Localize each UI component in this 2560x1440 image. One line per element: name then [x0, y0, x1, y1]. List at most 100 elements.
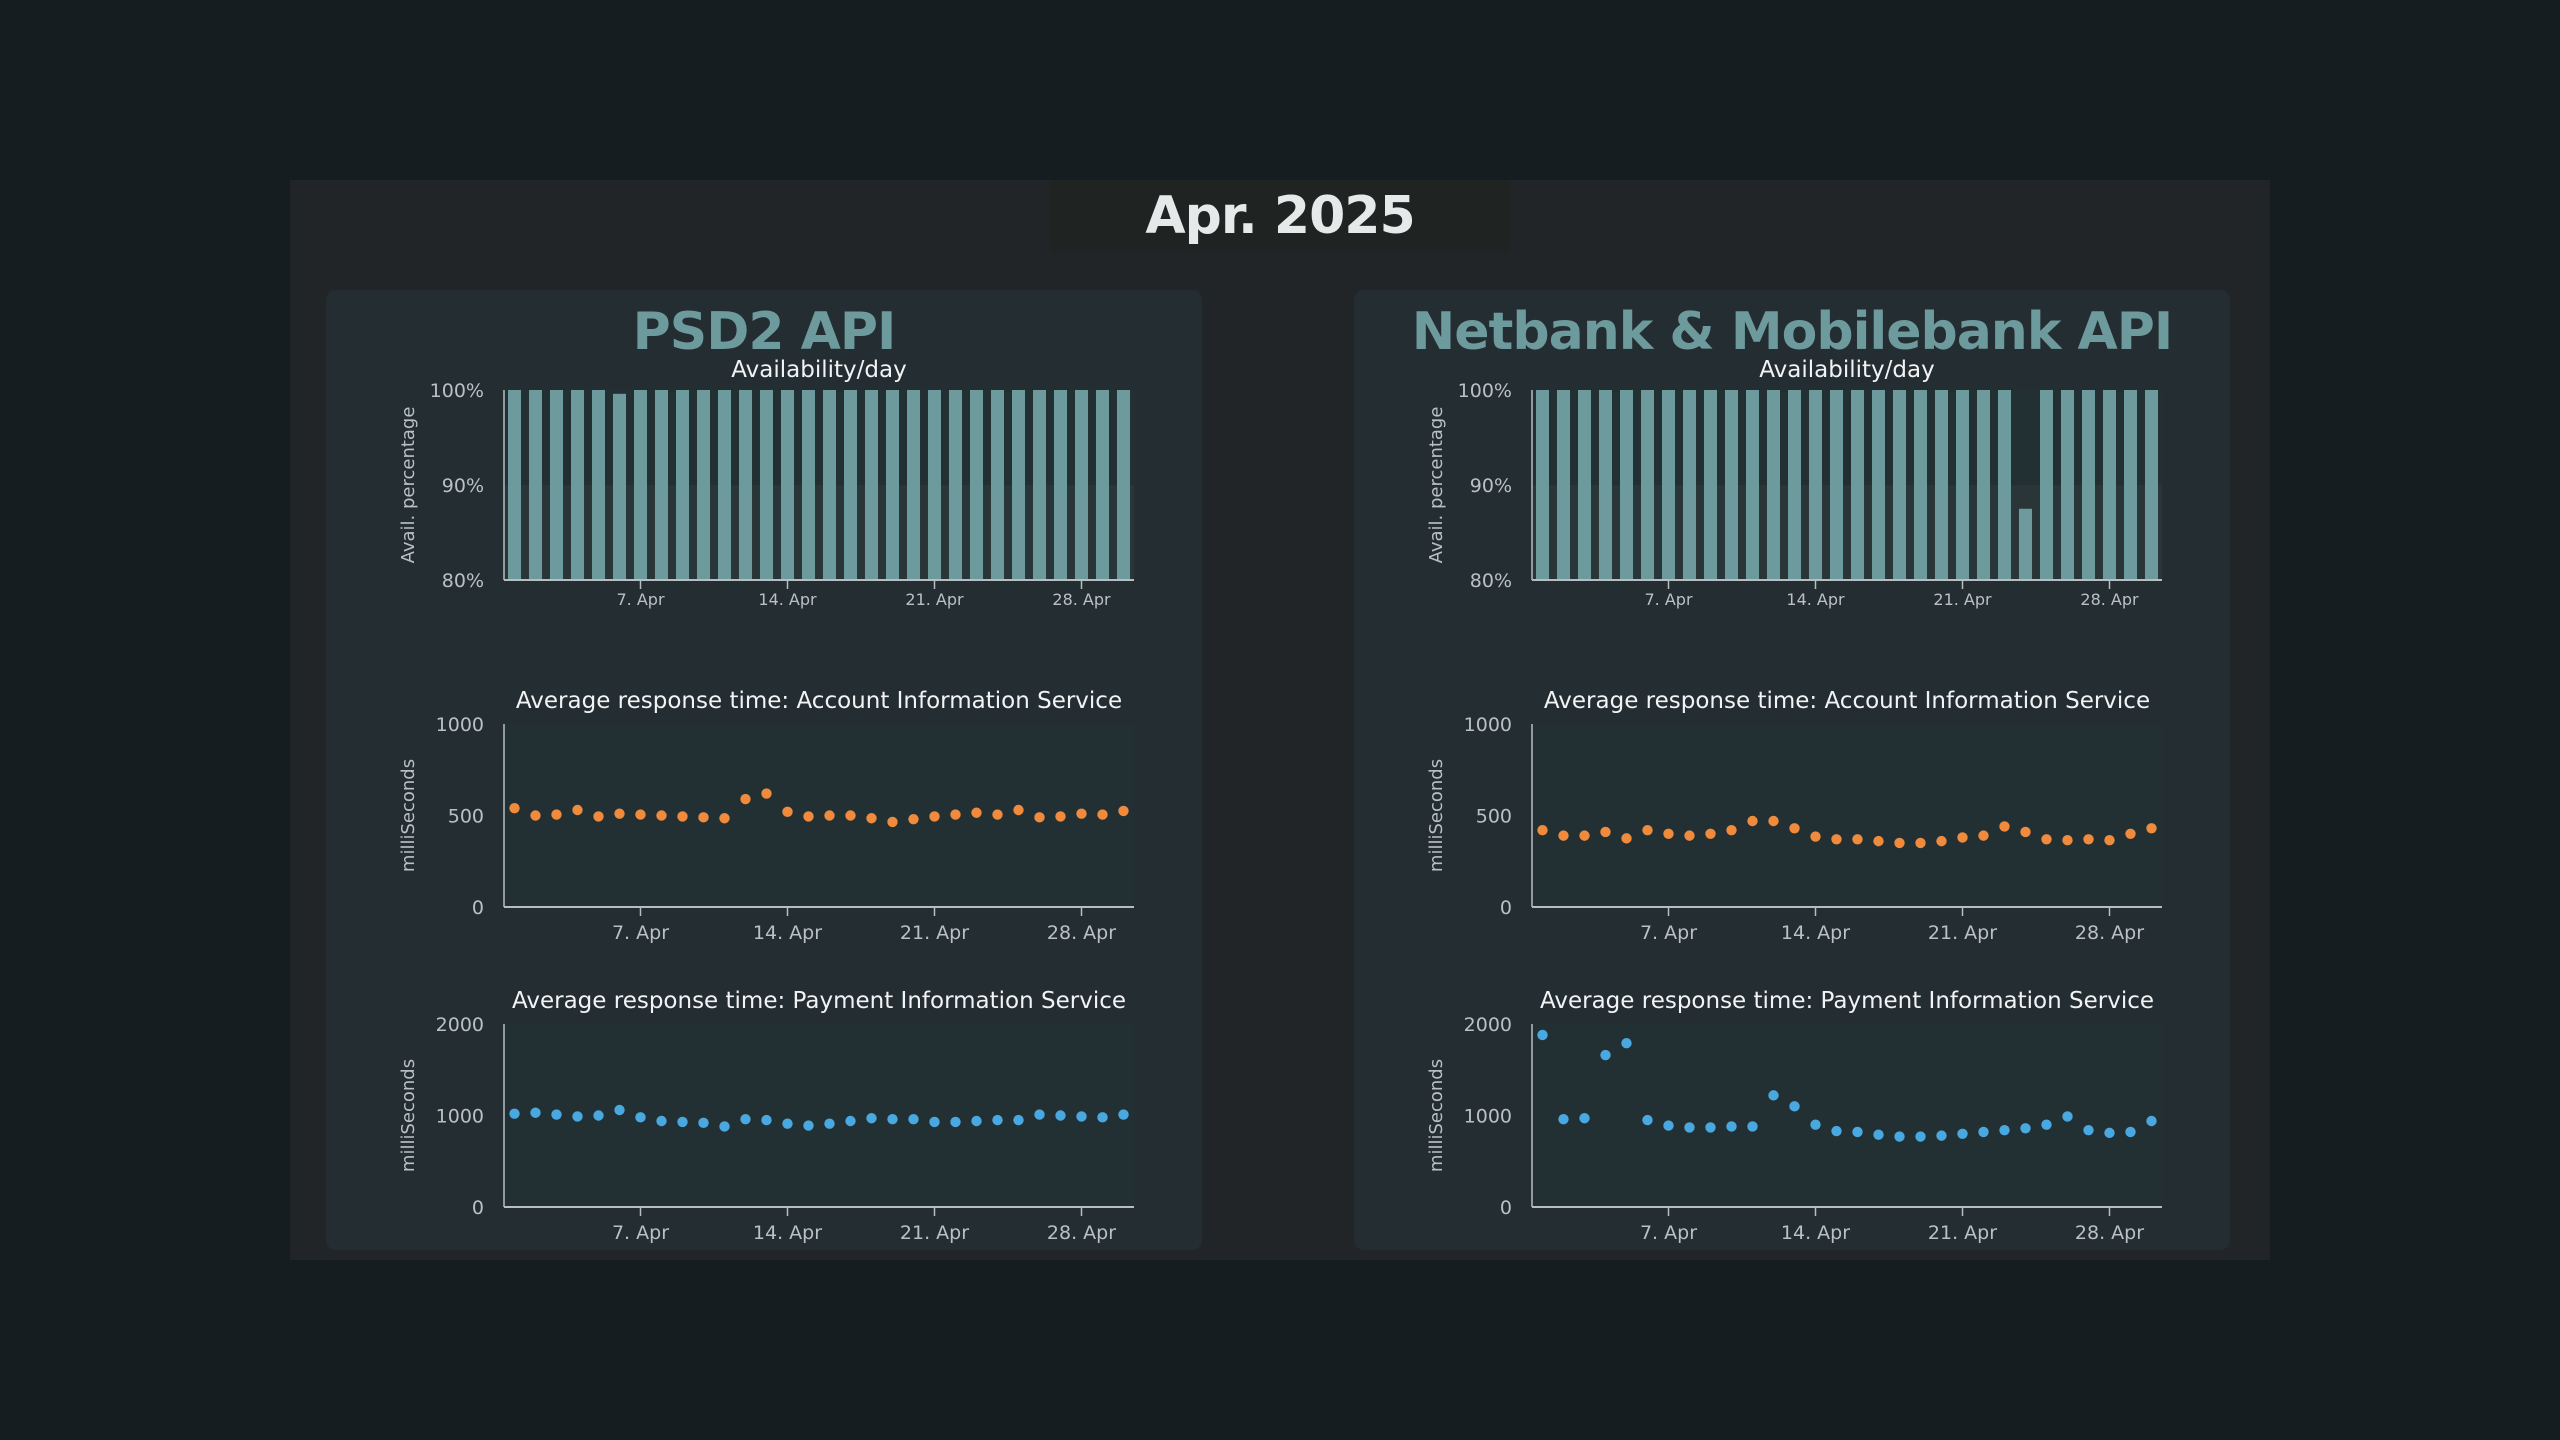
- point-day-12: [740, 1113, 751, 1125]
- x-tick-label: 21. Apr: [900, 922, 969, 944]
- point-day-6: [614, 808, 625, 819]
- chart-title: Average response time: Payment Informati…: [1540, 988, 2154, 1014]
- y-axis-label: milliSeconds: [398, 759, 419, 872]
- y-axis-label: milliSeconds: [398, 1059, 419, 1172]
- y-axis-label: milliSeconds: [1426, 759, 1447, 872]
- bar-day-13: [759, 390, 774, 580]
- plot-area: [504, 724, 1134, 907]
- point-day-27: [2083, 834, 2094, 845]
- chart-title: Average response time: Payment Informati…: [512, 988, 1126, 1014]
- point-day-10: [698, 812, 709, 823]
- point-day-21: [929, 811, 940, 822]
- point-day-24: [992, 809, 1003, 820]
- point-day-15: [1831, 1125, 1842, 1137]
- point-day-5: [593, 811, 604, 822]
- point-day-24: [992, 1114, 1003, 1126]
- month-title: Apr. 2025: [1050, 180, 1510, 252]
- point-day-26: [1034, 1109, 1045, 1120]
- y-tick-label: 0: [472, 1197, 484, 1219]
- point-day-4: [1600, 826, 1611, 838]
- y-tick-label: 1000: [1464, 1106, 1512, 1128]
- bar-day-16: [822, 390, 837, 580]
- point-day-8: [656, 1115, 667, 1127]
- panel-psd2-api: PSD2 API Availability/day Avail. percenta…: [326, 290, 1202, 1250]
- point-day-30: [2146, 823, 2157, 834]
- point-day-14: [782, 1118, 793, 1129]
- bar-day-4: [570, 390, 585, 580]
- point-day-13: [761, 788, 772, 799]
- point-day-5: [593, 1110, 604, 1121]
- bar-day-7: [633, 390, 648, 580]
- bar-day-27: [1053, 390, 1068, 580]
- point-day-9: [677, 811, 688, 822]
- point-day-12: [740, 793, 751, 805]
- x-tick-label: 21. Apr: [1933, 590, 1992, 609]
- bar-day-17: [1871, 390, 1886, 580]
- point-day-16: [824, 1118, 835, 1129]
- point-day-5: [1621, 833, 1632, 844]
- chart-title: Availability/day: [1759, 357, 1934, 383]
- point-day-30: [2146, 1115, 2157, 1127]
- point-day-10: [1726, 824, 1737, 836]
- bar-day-6: [612, 393, 627, 580]
- x-tick-label: 14. Apr: [1781, 1222, 1850, 1244]
- bar-day-21: [1955, 390, 1970, 580]
- plot-area: [504, 1024, 1134, 1207]
- bar-day-15: [1829, 390, 1844, 580]
- point-day-23: [1999, 821, 2010, 832]
- bar-day-4: [1598, 390, 1613, 580]
- bar-day-1: [1535, 390, 1550, 580]
- point-day-14: [1810, 831, 1821, 842]
- x-tick-label: 14. Apr: [1781, 922, 1850, 944]
- point-day-24: [2020, 1123, 2031, 1134]
- x-tick-label: 21. Apr: [1928, 1222, 1997, 1244]
- point-day-30: [1118, 1109, 1129, 1120]
- bar-day-30: [1116, 390, 1131, 580]
- x-tick-label: 14. Apr: [758, 590, 817, 609]
- point-day-28: [2104, 1127, 2115, 1139]
- x-tick-label: 21. Apr: [1928, 922, 1997, 944]
- band-below-90: [1532, 485, 2162, 580]
- bar-day-23: [1997, 390, 2012, 580]
- point-day-26: [1034, 812, 1045, 823]
- y-tick-label: 90%: [1470, 475, 1512, 497]
- bar-day-11: [717, 390, 732, 580]
- point-day-3: [551, 1109, 562, 1120]
- bar-day-28: [2102, 390, 2117, 580]
- y-tick-label: 0: [1500, 897, 1512, 919]
- bar-day-19: [1913, 390, 1928, 580]
- point-day-3: [1579, 830, 1590, 841]
- point-day-26: [2062, 835, 2073, 846]
- bar-day-18: [1892, 390, 1907, 580]
- point-day-29: [1097, 1112, 1108, 1123]
- y-axis-label: milliSeconds: [1426, 1059, 1447, 1172]
- panel-charts-svg: Availability/day Avail. percentage 100% 90%…: [1426, 357, 2162, 1244]
- point-day-14: [1810, 1119, 1821, 1130]
- bar-day-6: [1640, 390, 1655, 580]
- point-day-3: [551, 809, 562, 820]
- x-tick-label: 28. Apr: [1052, 590, 1111, 609]
- x-tick-label: 28. Apr: [2080, 590, 2139, 609]
- x-tick-label: 14. Apr: [1786, 590, 1845, 609]
- x-tick-label: 7. Apr: [1644, 590, 1692, 609]
- x-tick-label: 14. Apr: [753, 922, 822, 944]
- point-day-25: [1013, 804, 1024, 816]
- y-tick-label: 500: [1476, 806, 1512, 828]
- chart-title: Average response time: Account Informati…: [516, 688, 1122, 714]
- chart-title: Average response time: Account Informati…: [1544, 688, 2150, 714]
- x-tick-label: 7. Apr: [612, 922, 669, 944]
- point-day-29: [2125, 1126, 2136, 1138]
- bar-day-11: [1745, 390, 1760, 580]
- point-day-8: [656, 810, 667, 821]
- point-day-5: [1621, 1038, 1632, 1049]
- point-day-11: [1747, 1121, 1758, 1132]
- bar-day-30: [2144, 390, 2159, 580]
- point-day-12: [1768, 1090, 1779, 1101]
- point-day-21: [929, 1116, 940, 1128]
- point-day-1: [1537, 1029, 1548, 1041]
- point-day-21: [1957, 832, 1968, 843]
- point-day-23: [971, 1115, 982, 1127]
- y-tick-label: 100%: [1458, 380, 1512, 402]
- point-day-16: [1852, 1126, 1863, 1138]
- x-tick-label: 21. Apr: [900, 1222, 969, 1244]
